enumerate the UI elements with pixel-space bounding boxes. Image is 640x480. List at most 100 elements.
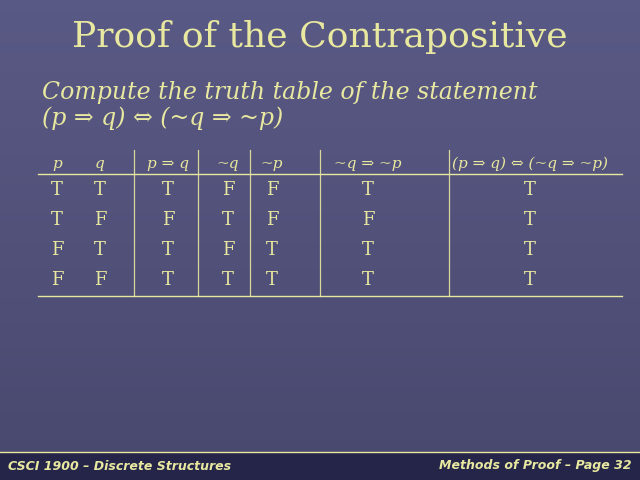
Bar <box>0 312 640 314</box>
Text: T: T <box>222 271 234 289</box>
Bar <box>0 48 640 50</box>
Bar <box>0 151 640 154</box>
Bar <box>0 348 640 350</box>
Bar <box>0 240 640 242</box>
Text: T: T <box>266 271 278 289</box>
Bar <box>0 89 640 91</box>
Bar <box>0 58 640 60</box>
Bar <box>0 67 640 70</box>
Bar <box>0 444 640 446</box>
Bar <box>0 343 640 346</box>
Bar <box>0 365 640 367</box>
Bar <box>0 379 640 382</box>
Bar <box>0 456 640 458</box>
Bar <box>0 326 640 329</box>
Bar <box>0 216 640 218</box>
Bar <box>0 168 640 170</box>
Bar <box>0 98 640 101</box>
Bar <box>0 252 640 254</box>
Bar <box>0 370 640 372</box>
Bar <box>0 430 640 432</box>
Text: F: F <box>362 211 374 229</box>
Bar <box>0 322 640 324</box>
Bar <box>0 108 640 110</box>
Bar <box>0 0 640 2</box>
Text: T: T <box>51 181 63 199</box>
Bar <box>0 185 640 187</box>
Bar <box>0 449 640 451</box>
Bar <box>0 415 640 418</box>
Text: CSCI 1900 – Discrete Structures: CSCI 1900 – Discrete Structures <box>8 459 231 472</box>
Bar <box>0 120 640 122</box>
Bar <box>0 468 640 470</box>
Text: p ⇒ q: p ⇒ q <box>147 157 189 171</box>
Bar <box>0 214 640 216</box>
Bar <box>0 12 640 14</box>
Bar <box>0 182 640 185</box>
Bar <box>0 446 640 449</box>
Bar <box>0 77 640 79</box>
Bar <box>0 396 640 398</box>
Bar <box>0 166 640 168</box>
Bar <box>0 391 640 394</box>
Bar <box>0 259 640 262</box>
Bar <box>0 310 640 312</box>
Text: F: F <box>162 211 174 229</box>
Bar <box>0 228 640 230</box>
Bar <box>0 233 640 235</box>
Bar <box>0 470 640 473</box>
Bar <box>0 290 640 293</box>
Text: T: T <box>162 241 174 259</box>
Bar <box>0 274 640 276</box>
Bar <box>0 266 640 269</box>
Bar <box>0 374 640 377</box>
Text: Methods of Proof – Page 32: Methods of Proof – Page 32 <box>440 459 632 472</box>
Bar <box>0 41 640 43</box>
Bar <box>0 235 640 238</box>
Bar <box>0 298 640 300</box>
Bar <box>0 283 640 286</box>
Bar <box>0 197 640 199</box>
Text: T: T <box>524 271 536 289</box>
Bar <box>0 190 640 192</box>
Bar <box>0 161 640 163</box>
Bar <box>0 221 640 223</box>
Bar <box>0 72 640 74</box>
Bar <box>0 209 640 211</box>
Bar <box>0 173 640 175</box>
Bar <box>0 24 640 26</box>
Bar <box>0 50 640 53</box>
Bar <box>0 82 640 84</box>
Bar <box>0 358 640 360</box>
Bar <box>0 74 640 77</box>
Bar <box>0 245 640 247</box>
Bar <box>0 382 640 384</box>
Bar <box>0 60 640 62</box>
Bar <box>0 36 640 38</box>
Bar <box>0 394 640 396</box>
Bar <box>0 281 640 283</box>
Bar <box>0 206 640 209</box>
Bar <box>0 334 640 336</box>
Text: F: F <box>51 271 63 289</box>
Bar <box>0 317 640 319</box>
Bar <box>0 269 640 271</box>
Bar <box>0 432 640 434</box>
Bar <box>0 10 640 12</box>
Text: T: T <box>362 181 374 199</box>
Bar <box>0 132 640 134</box>
Bar <box>0 463 640 466</box>
Bar <box>0 271 640 274</box>
Bar <box>0 65 640 67</box>
Bar <box>0 34 640 36</box>
Bar <box>0 142 640 144</box>
Bar <box>0 254 640 257</box>
Text: F: F <box>221 181 234 199</box>
Bar <box>0 14 640 17</box>
Bar <box>0 103 640 106</box>
Bar <box>0 137 640 139</box>
Bar <box>0 478 640 480</box>
Bar <box>0 125 640 127</box>
Bar <box>0 341 640 343</box>
Bar <box>0 286 640 288</box>
